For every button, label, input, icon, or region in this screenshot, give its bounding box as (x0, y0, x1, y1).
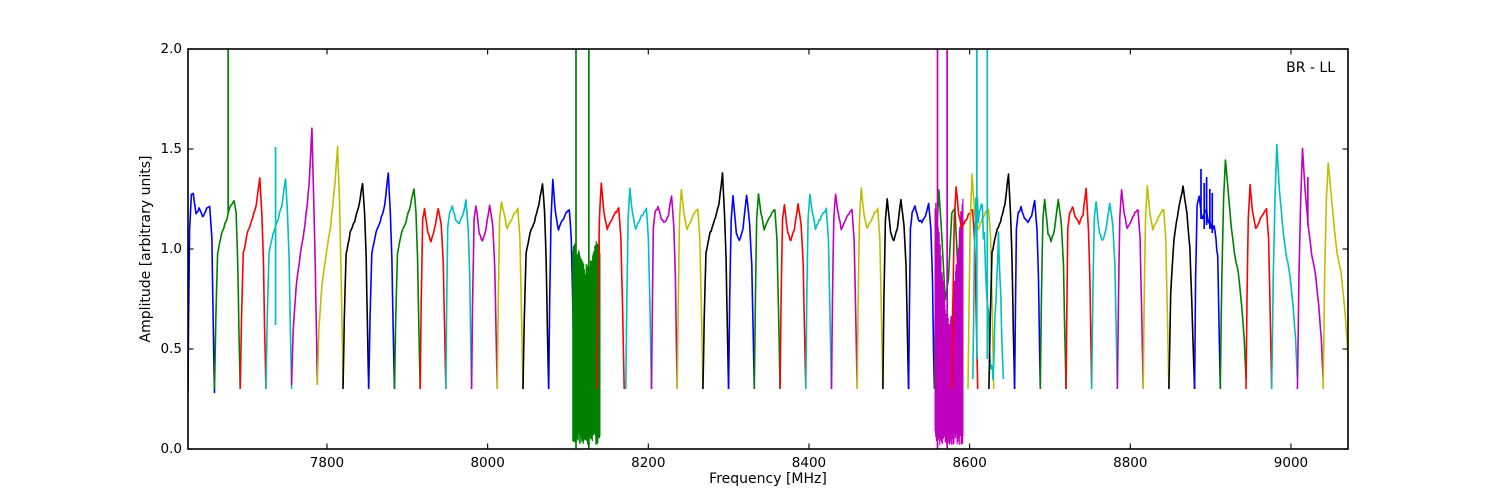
bandpass-segment-r (239, 177, 267, 390)
bandpass-segment-m (1116, 189, 1144, 390)
corner-annotation: BR - LL (1286, 60, 1335, 76)
bandpass-segment-y (967, 173, 995, 390)
bandpass-segment-y (676, 188, 704, 390)
bandpass-segment-m (650, 195, 678, 390)
bandpass-segment-b (367, 172, 396, 390)
bandpass-segment-k (988, 173, 1016, 390)
bandpass-segment-c (265, 178, 293, 390)
bandpass-segment-y (1322, 162, 1348, 390)
bandpass-segment-g (393, 188, 421, 390)
y-tick-label: 1.0 (160, 241, 182, 257)
bandpass-segment-r (419, 207, 447, 390)
x-tick-label: 8600 (952, 455, 987, 471)
bandpass-curves (188, 49, 1348, 449)
bandpass-segment-g (753, 193, 781, 390)
y-tick-label: 0.0 (160, 441, 182, 457)
bandpass-segment-m (470, 204, 499, 390)
axes-frame (187, 48, 1349, 450)
bandpass-segment-c (625, 187, 653, 390)
bandpass-segment-r (1245, 183, 1273, 390)
bandpass-segment-b (547, 178, 576, 390)
x-tick-label: 8000 (470, 455, 505, 471)
bandpass-segment-m (290, 127, 319, 386)
bandpass-segment-y (856, 187, 884, 390)
bandpass-segment-b (1193, 195, 1222, 390)
bandpass-segment-r (779, 203, 807, 390)
bandpass-segment-m (1296, 147, 1324, 390)
bandpass-segment-g (1039, 198, 1067, 390)
x-tick-label: 9000 (1273, 455, 1309, 471)
bandpass-segment-b (907, 202, 936, 390)
bandpass-segment-k (882, 198, 910, 390)
bandpass-segment-k (342, 182, 370, 390)
x-tick-label: 8200 (631, 455, 666, 471)
y-tick-label: 1.5 (160, 141, 182, 157)
y-tick-label: 0.5 (160, 341, 182, 357)
bandpass-segment-y (316, 145, 344, 386)
noise-block-m (934, 198, 964, 445)
x-tick-label: 8400 (791, 455, 827, 471)
bandpass-segment-r (596, 182, 625, 390)
bandpass-segment-b (188, 192, 216, 394)
bandpass-segment-c (1270, 143, 1299, 390)
bandpass-segment-g (213, 199, 241, 390)
x-tick-label: 8800 (1113, 455, 1148, 471)
bandpass-segment-k (522, 183, 550, 390)
bandpass-segment-k (1168, 185, 1196, 390)
x-axis-label: Frequency [MHz] (709, 471, 827, 487)
bandpass-segment-r (951, 186, 979, 390)
bandpass-segment-c (445, 199, 473, 390)
bandpass-segment-k (702, 172, 730, 390)
bandpass-segment-y (1142, 185, 1170, 390)
bandpass-segment-b (727, 194, 756, 390)
x-tick-label: 7800 (309, 455, 345, 471)
bandpass-segment-c (1090, 201, 1119, 390)
bandpass-segment-c (805, 193, 833, 390)
bandpass-segment-m (830, 193, 858, 390)
bandpass-segment-r (1065, 187, 1093, 390)
bandpass-segment-y (496, 201, 524, 390)
bandpass-segment-g (1219, 159, 1247, 390)
noise-block-g (572, 237, 601, 445)
bandpass-segment-b (1013, 199, 1042, 390)
y-tick-label: 2.0 (160, 41, 182, 57)
